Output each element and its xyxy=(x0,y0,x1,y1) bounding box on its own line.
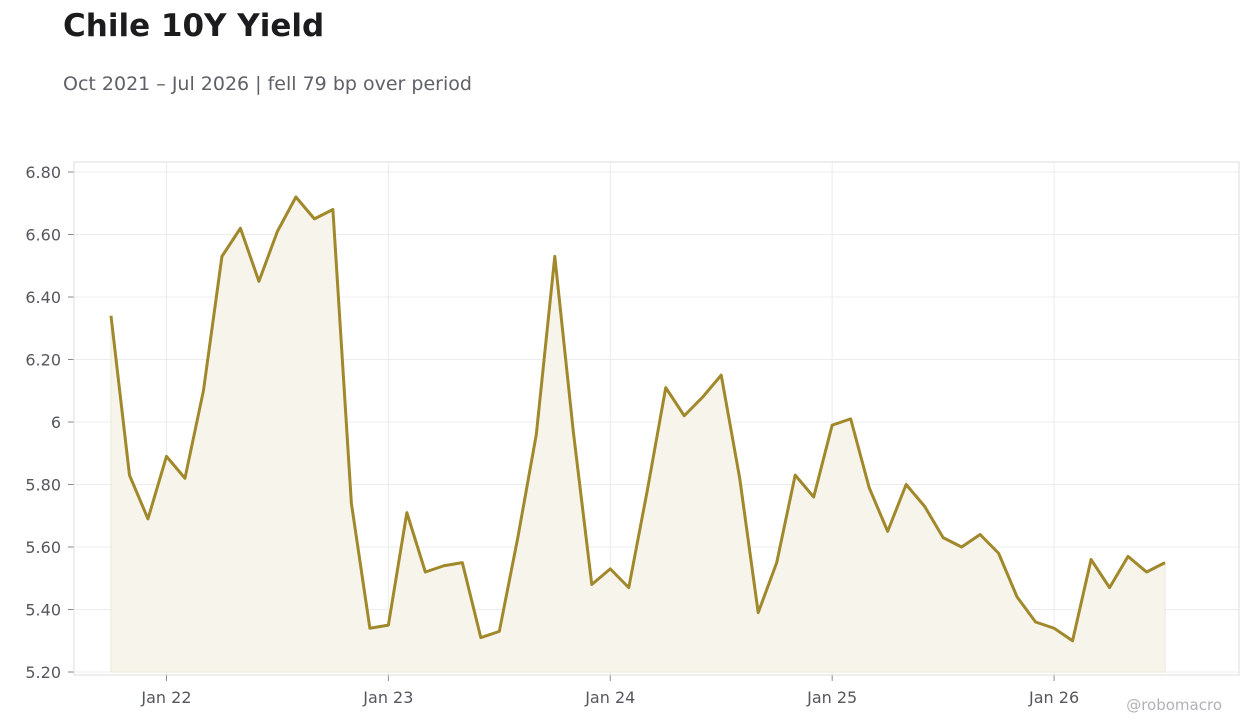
watermark-label: @robomacro xyxy=(1126,696,1222,714)
y-tick-label: 6.40 xyxy=(25,288,61,307)
y-tick-label: 5.80 xyxy=(25,476,61,495)
y-axis-tick-labels: 5.20 5.40 5.60 5.80 6 6.20 6.40 6.60 6.80 xyxy=(25,163,61,682)
x-tick-label: Jan 24 xyxy=(584,688,635,707)
y-tick-label: 6.60 xyxy=(25,226,61,245)
y-tick-label: 6 xyxy=(51,413,61,432)
y-tick-label: 5.40 xyxy=(25,601,61,620)
x-tick-label: Jan 26 xyxy=(1028,688,1079,707)
y-tick-label: 5.60 xyxy=(25,538,61,557)
x-tick-label: Jan 25 xyxy=(806,688,857,707)
chart-subtitle: Oct 2021 – Jul 2026 | fell 79 bp over pe… xyxy=(63,73,472,95)
y-tick-label: 5.20 xyxy=(25,663,61,682)
series-area-fill xyxy=(110,196,1166,673)
plot-frame xyxy=(73,161,1240,676)
y-tick-label: 6.80 xyxy=(25,163,61,182)
x-tick-label: Jan 22 xyxy=(140,688,191,707)
x-axis-tick-labels: Jan 22 Jan 23 Jan 24 Jan 25 Jan 26 xyxy=(140,688,1079,707)
series-line xyxy=(109,195,1166,643)
x-tick-label: Jan 23 xyxy=(362,688,413,707)
y-tick-label: 6.20 xyxy=(25,351,61,370)
chart-title: Chile 10Y Yield xyxy=(63,8,325,44)
